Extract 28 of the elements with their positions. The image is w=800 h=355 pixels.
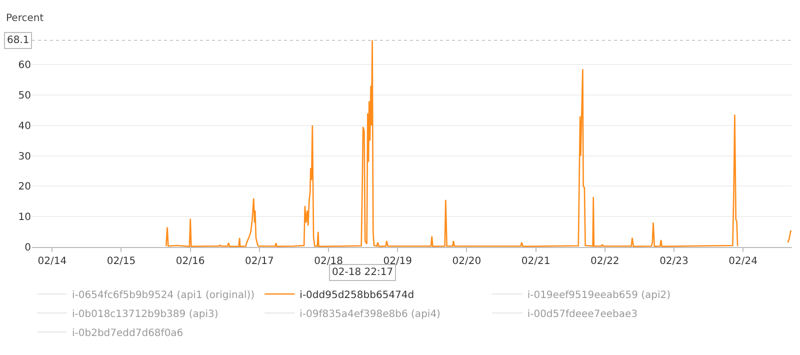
x-tick-label: 02/24 [728, 256, 758, 267]
legend-label: i-0b2bd7edd7d68f0a6 [72, 328, 184, 339]
y-tick-label: 40 [18, 120, 31, 132]
y-tick-label: 60 [18, 60, 31, 72]
legend-label: i-00d57fdeee7eebae3 [527, 308, 638, 320]
legend-label: i-0654fc6f5b9b9524 (api1 (original)) [72, 290, 255, 301]
x-tick-label: 02/19 [383, 256, 412, 267]
legend-label: i-09f835a4ef398e8b6 (api4) [300, 308, 441, 320]
x-tick-label: 02/20 [452, 256, 482, 267]
y-tick-label: 50 [18, 90, 31, 102]
x-tick-label: 02/22 [590, 256, 620, 267]
y-axis-title: Percent [6, 13, 44, 24]
x-tick-label: 02/15 [106, 256, 136, 267]
x-tick-label: 02/21 [521, 256, 550, 267]
x-tick-label: 02/16 [176, 256, 205, 267]
legend-label: i-0b018c13712b9b389 (api3) [72, 308, 218, 320]
ref-line-label: 68.1 [7, 35, 30, 46]
y-tick-label: 10 [18, 212, 31, 224]
x-tick-label: 02/23 [660, 256, 688, 267]
legend-label: i-019eef9519eeab659 (api2) [527, 290, 671, 301]
x-tick-label: 02/17 [245, 256, 274, 267]
text: 02-18 22:17 [332, 267, 394, 278]
x-tick-label: 02/14 [38, 256, 67, 267]
y-tick-label: 20 [18, 182, 31, 193]
legend-label: i-0dd95d258bb65474d [300, 290, 414, 301]
x-tick-label: 02/18 [314, 256, 343, 267]
y-tick-label: 30 [18, 151, 31, 162]
y-tick-label: 0 [24, 242, 31, 254]
